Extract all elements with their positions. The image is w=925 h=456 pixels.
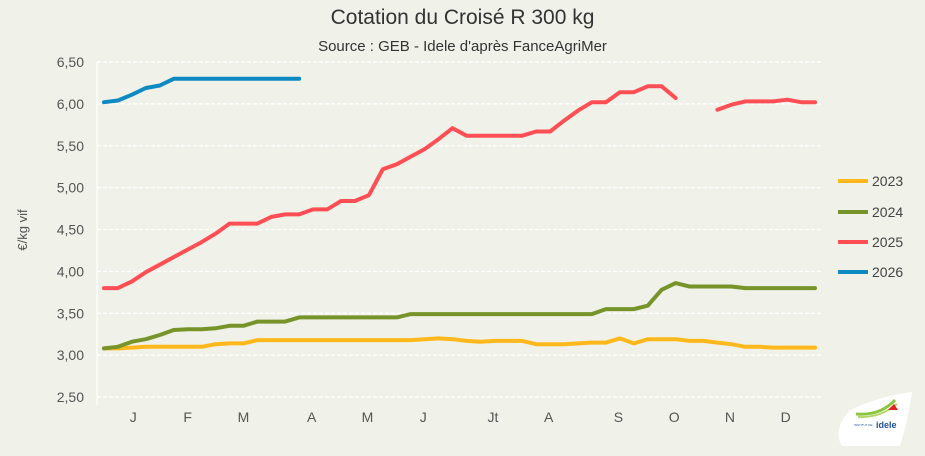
x-tick-label: S — [614, 409, 623, 425]
legend-label: 2023 — [872, 173, 903, 189]
y-tick-label: 6,00 — [57, 96, 84, 112]
y-axis-ticks: 2,50 3,00 3,50 4,00 4,50 5,00 5,50 6,00 6,50 — [57, 54, 84, 405]
x-tick-label: J — [130, 409, 137, 425]
x-tick-label: A — [307, 409, 317, 425]
legend: 2023 2024 2025 2026 — [838, 173, 903, 280]
chart-title: Cotation du Croisé R 300 kg — [330, 6, 595, 29]
x-tick-label: Jt — [488, 409, 499, 425]
svg-text:idele: idele — [876, 420, 897, 430]
legend-label: 2026 — [872, 264, 903, 280]
chart-subtitle: Source : GEB - Idele d'après FanceAgriMe… — [318, 38, 607, 55]
x-tick-label: F — [183, 409, 192, 425]
grid-lines — [96, 61, 822, 405]
y-tick-label: 3,00 — [57, 347, 84, 363]
y-tick-label: 4,50 — [57, 222, 84, 238]
x-tick-label: A — [544, 409, 554, 425]
legend-label: 2025 — [872, 234, 903, 250]
x-tick-label: J — [420, 409, 427, 425]
legend-label: 2024 — [872, 204, 903, 220]
y-tick-label: 3,50 — [57, 305, 84, 321]
series-line-2023 — [102, 336, 817, 351]
idele-logo: idele INSTITUT DE — [838, 392, 912, 446]
x-tick-label: D — [781, 409, 791, 425]
series-line-2024 — [102, 281, 817, 351]
y-tick-label: 5,50 — [57, 138, 84, 154]
series-line-2025 — [102, 84, 817, 291]
x-tick-label: M — [238, 409, 250, 425]
y-axis-label: €/kg vif — [15, 209, 30, 251]
y-tick-label: 6,50 — [57, 54, 84, 70]
svg-text:INSTITUT DE: INSTITUT DE — [854, 423, 872, 427]
y-tick-label: 5,00 — [57, 180, 84, 196]
y-tick-label: 2,50 — [57, 389, 84, 405]
x-tick-label: M — [362, 409, 374, 425]
x-tick-label: O — [669, 409, 680, 425]
series-lines — [102, 76, 817, 351]
x-tick-label: N — [725, 409, 735, 425]
y-tick-label: 4,00 — [57, 263, 84, 279]
x-axis-ticks: J F M A M J Jt A S O N D — [130, 409, 791, 425]
series-line-2026 — [102, 76, 302, 105]
